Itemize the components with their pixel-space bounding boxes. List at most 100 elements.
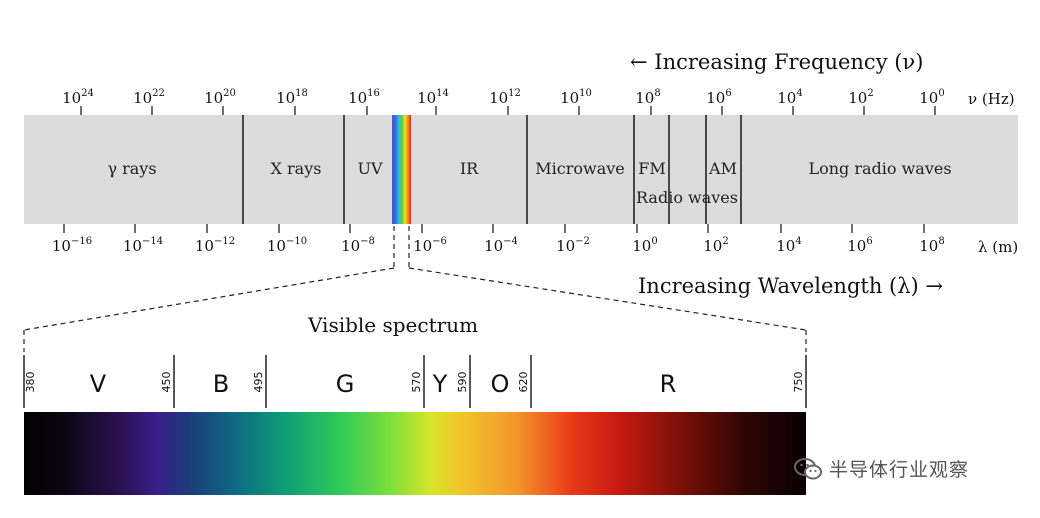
frequency-axis: 1024 1022 1020 1018 1016 1014 1012 1010 108 106 10… xyxy=(62,88,945,115)
frequency-tick-label: 1020 xyxy=(204,88,236,107)
visible-color-letter: V xyxy=(90,370,107,398)
wavelength-tick-label-exponent: 6 xyxy=(866,236,872,247)
wavelength-tick-label-exponent: 8 xyxy=(938,236,944,247)
wavelength-tick-label-base: 10 xyxy=(919,237,938,255)
zoom-lines xyxy=(23,226,807,352)
frequency-tick-label: 100 xyxy=(919,88,944,107)
frequency-tick-label-base: 10 xyxy=(706,89,725,107)
frequency-tick-label-exponent: 8 xyxy=(654,88,660,99)
wavelength-tick-label: 10−16 xyxy=(52,236,92,255)
frequency-tick-label-exponent: 4 xyxy=(796,88,802,99)
wavelength-tick-label-base: 10 xyxy=(52,237,71,255)
frequency-tick-label-exponent: 6 xyxy=(725,88,731,99)
visible-color-letter: R xyxy=(660,370,677,398)
fm-label: FM xyxy=(638,159,665,178)
long-radio-waves-label: Long radio waves xyxy=(808,159,951,178)
frequency-tick-label-base: 10 xyxy=(489,89,508,107)
frequency-tick-label: 1016 xyxy=(348,88,380,107)
wavelength-tick-label-exponent: −8 xyxy=(360,236,375,247)
frequency-tick-label: 1018 xyxy=(276,88,308,107)
wavelength-tick-label-exponent: −14 xyxy=(142,236,163,247)
wavelength-tick-label: 104 xyxy=(776,236,801,255)
gamma-rays-label: γ rays xyxy=(107,159,156,178)
visible-color-letter: G xyxy=(336,370,355,398)
frequency-tick-label: 1010 xyxy=(560,88,592,107)
frequency-tick-label-base: 10 xyxy=(348,89,367,107)
wavelength-tick-label: 100 xyxy=(632,236,657,255)
frequency-tick-label-base: 10 xyxy=(276,89,295,107)
frequency-tick-label-base: 10 xyxy=(919,89,938,107)
frequency-tick-label: 1014 xyxy=(417,88,449,107)
wavelength-tick-label-exponent: 0 xyxy=(651,236,657,247)
wavelength-tick-label: 108 xyxy=(919,236,944,255)
wavelength-unit-label: λ (m) xyxy=(978,238,1018,256)
visible-color-labels: 380 450 495 570 590 620 750 V B G Y O R xyxy=(23,355,807,408)
wavelength-tick-label-base: 10 xyxy=(484,237,503,255)
ir-label: IR xyxy=(460,159,479,178)
frequency-tick-label: 102 xyxy=(848,88,873,107)
visible-boundary-label: 450 xyxy=(160,372,173,393)
wavelength-tick-label-base: 10 xyxy=(847,237,866,255)
wavelength-tick-label-base: 10 xyxy=(341,237,360,255)
visible-color-letter: O xyxy=(491,370,510,398)
frequency-tick-label: 104 xyxy=(777,88,802,107)
visible-boundary-label: 495 xyxy=(252,372,265,393)
wavelength-tick-label-base: 10 xyxy=(632,237,651,255)
watermark-text: 半导体行业观察 xyxy=(829,459,970,481)
am-label: AM xyxy=(708,159,737,178)
wavelength-tick-label-exponent: −10 xyxy=(286,236,307,247)
wavelength-tick-label: 10−12 xyxy=(195,236,235,255)
frequency-tick-label-base: 10 xyxy=(204,89,223,107)
uv-label: UV xyxy=(357,159,382,178)
visible-boundary-label: 750 xyxy=(792,372,805,393)
wavelength-tick-label-exponent: 2 xyxy=(722,236,728,247)
visible-boundary-label: 620 xyxy=(517,372,530,393)
wavelength-tick-label: 10−4 xyxy=(484,236,518,255)
wavelength-tick-label: 106 xyxy=(847,236,872,255)
em-spectrum-band xyxy=(24,115,1018,224)
wavelength-tick-label-base: 10 xyxy=(123,237,142,255)
visible-boundary-label: 570 xyxy=(410,372,423,393)
wavelength-tick-label-base: 10 xyxy=(413,237,432,255)
frequency-tick-label-base: 10 xyxy=(417,89,436,107)
wavelength-tick-label: 10−8 xyxy=(341,236,375,255)
visible-boundary-label: 590 xyxy=(456,372,469,393)
wavelength-tick-label-exponent: −2 xyxy=(575,236,590,247)
visible-color-letter: Y xyxy=(432,370,448,398)
frequency-tick-label-base: 10 xyxy=(560,89,579,107)
wavelength-tick-label-base: 10 xyxy=(556,237,575,255)
radio-waves-label: Radio waves xyxy=(636,188,738,207)
wavelength-tick-label: 10−6 xyxy=(413,236,447,255)
frequency-tick-label-exponent: 0 xyxy=(938,88,944,99)
frequency-tick-label-exponent: 18 xyxy=(295,88,308,99)
frequency-tick-label-base: 10 xyxy=(635,89,654,107)
frequency-tick-label-exponent: 2 xyxy=(867,88,873,99)
frequency-tick-label: 106 xyxy=(706,88,731,107)
frequency-tick-label-base: 10 xyxy=(133,89,152,107)
frequency-tick-label-base: 10 xyxy=(848,89,867,107)
frequency-tick-label-exponent: 12 xyxy=(508,88,521,99)
frequency-tick-label-exponent: 10 xyxy=(579,88,592,99)
wavelength-axis: 10−16 10−14 10−12 10−10 10−8 10−6 10−4 10−2 100 1… xyxy=(52,224,945,255)
visible-boundary-label: 380 xyxy=(24,372,37,393)
wavelength-tick-label-exponent: 4 xyxy=(795,236,801,247)
visible-slice xyxy=(392,115,411,224)
wavelength-tick-label-exponent: −6 xyxy=(432,236,447,247)
microwave-label: Microwave xyxy=(535,159,624,178)
visible-gradient-bar xyxy=(24,412,806,495)
wavelength-tick-label-base: 10 xyxy=(195,237,214,255)
frequency-unit-label: ν (Hz) xyxy=(968,90,1015,108)
wavelength-tick-label-exponent: −4 xyxy=(503,236,518,247)
wavelength-tick-label: 10−2 xyxy=(556,236,590,255)
frequency-tick-label-exponent: 14 xyxy=(436,88,449,99)
wavelength-tick-label-exponent: −16 xyxy=(71,236,92,247)
frequency-tick-label-exponent: 24 xyxy=(81,88,94,99)
wavelength-tick-label: 102 xyxy=(703,236,728,255)
wavelength-arrow-label: Increasing Wavelength (λ) → xyxy=(638,274,943,298)
frequency-tick-label-exponent: 20 xyxy=(223,88,236,99)
wavelength-tick-label-base: 10 xyxy=(267,237,286,255)
frequency-tick-label: 1012 xyxy=(489,88,521,107)
wavelength-tick-label-base: 10 xyxy=(776,237,795,255)
frequency-arrow-label: ← Increasing Frequency (ν) xyxy=(630,50,923,74)
band-dividers xyxy=(242,115,742,224)
